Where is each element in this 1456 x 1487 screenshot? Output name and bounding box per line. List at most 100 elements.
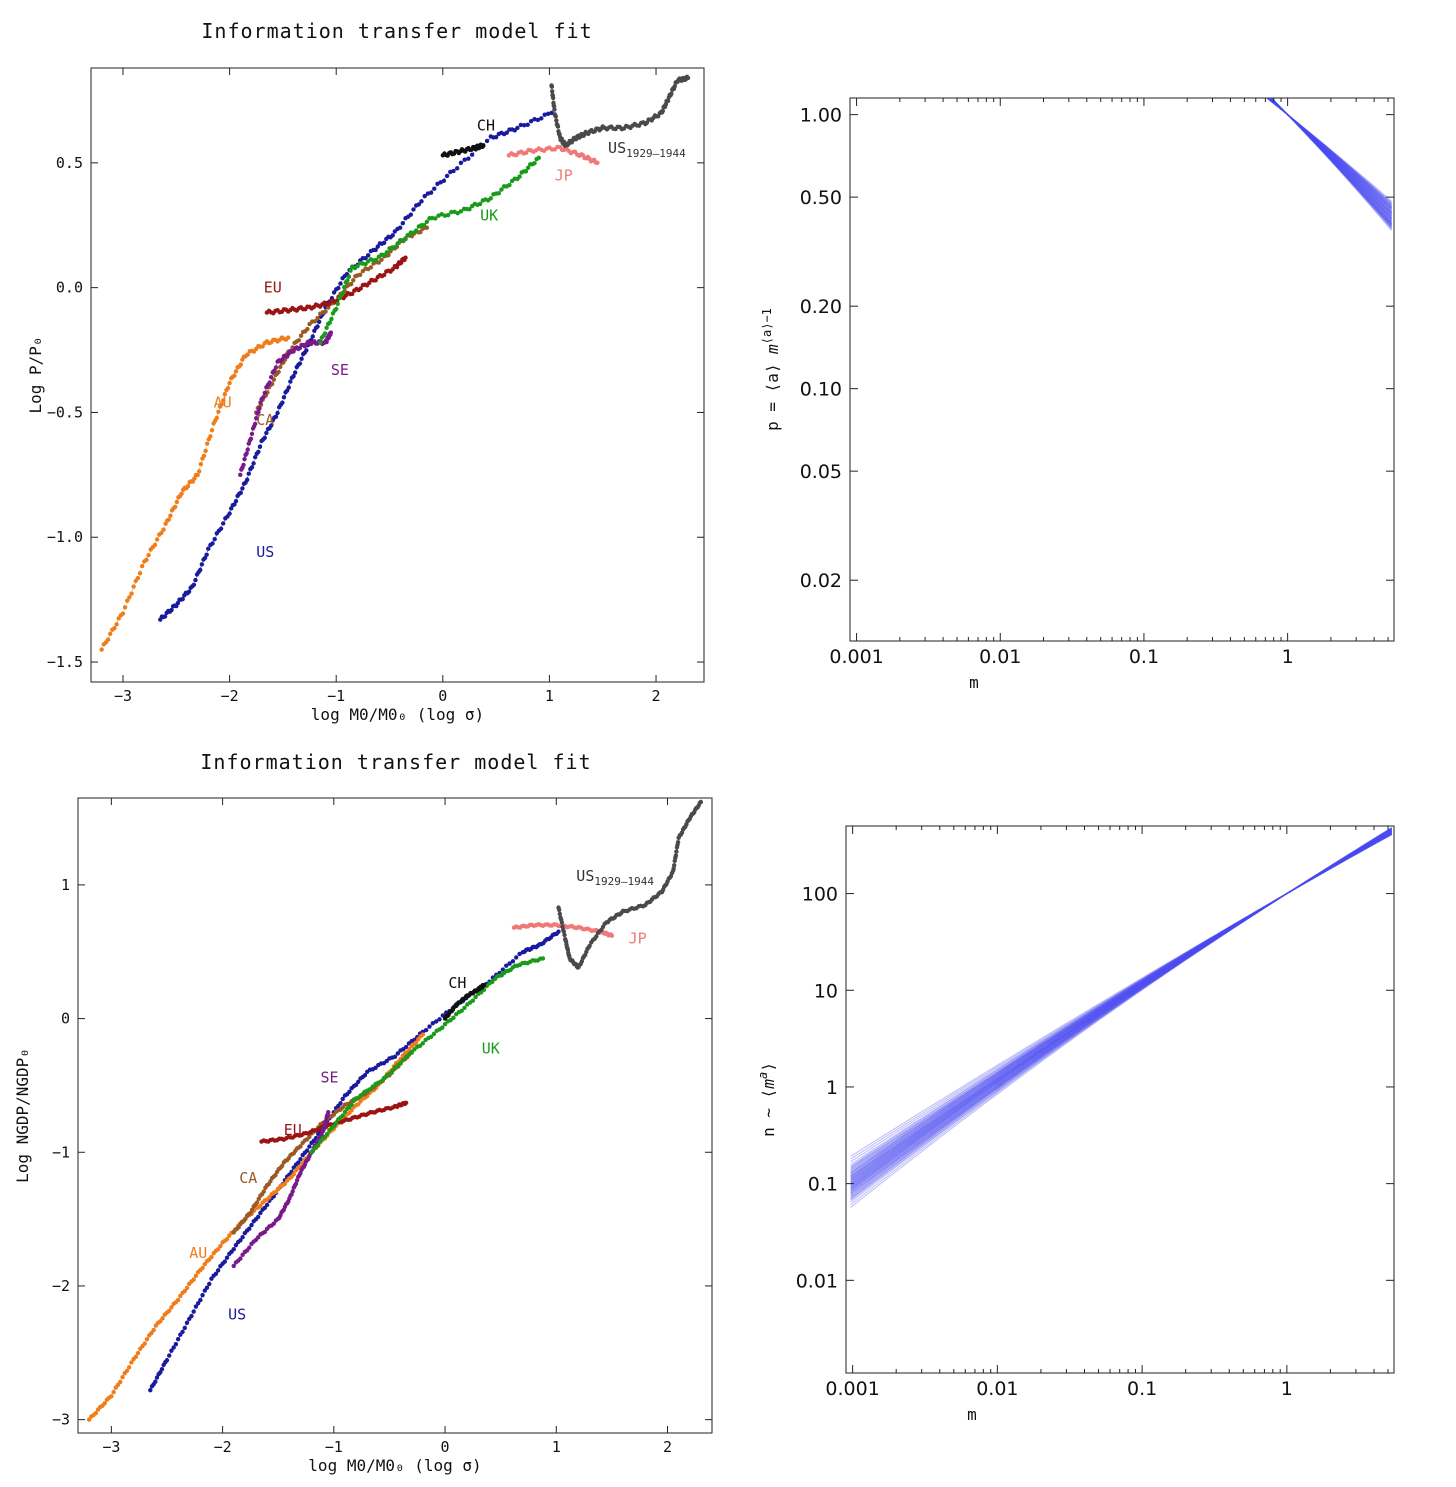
model-curve bbox=[850, 828, 1392, 1193]
model-curve bbox=[1269, 98, 1393, 223]
model-fit-line bbox=[159, 112, 552, 620]
data-point bbox=[556, 907, 562, 913]
data-point bbox=[167, 1353, 172, 1358]
series-jp: JP bbox=[511, 921, 647, 948]
data-point bbox=[280, 400, 285, 405]
data-point bbox=[442, 1021, 448, 1027]
data-point bbox=[381, 240, 387, 246]
model-curve bbox=[1268, 98, 1393, 217]
data-point bbox=[184, 1320, 190, 1325]
data-point bbox=[466, 156, 471, 161]
data-point bbox=[356, 1079, 361, 1085]
data-point bbox=[403, 255, 408, 260]
data-point bbox=[267, 1195, 272, 1200]
model-curve bbox=[850, 828, 1392, 1208]
model-curve bbox=[1270, 98, 1393, 228]
data-point bbox=[299, 356, 304, 361]
model-curve bbox=[850, 828, 1392, 1203]
data-point bbox=[296, 338, 302, 343]
data-point bbox=[254, 1200, 260, 1205]
data-point bbox=[532, 116, 537, 122]
data-point bbox=[392, 1054, 398, 1060]
data-point bbox=[262, 435, 267, 441]
data-point bbox=[674, 849, 679, 854]
data-point bbox=[158, 1319, 163, 1324]
model-curve bbox=[850, 827, 1392, 1199]
data-point bbox=[273, 365, 279, 370]
data-point bbox=[135, 1350, 141, 1356]
data-point bbox=[288, 379, 293, 384]
model-curve bbox=[850, 827, 1392, 1189]
series-label: US bbox=[228, 1305, 246, 1323]
data-point bbox=[455, 210, 460, 216]
model-curve bbox=[850, 828, 1392, 1190]
data-point bbox=[164, 1358, 170, 1363]
x-tick-label: −1 bbox=[325, 1438, 343, 1456]
data-point bbox=[271, 1221, 276, 1226]
data-point bbox=[488, 196, 493, 201]
data-point bbox=[672, 83, 677, 89]
data-point bbox=[279, 1163, 285, 1169]
model-curve bbox=[850, 829, 1392, 1182]
curve-bundle bbox=[850, 827, 1392, 1208]
model-curve bbox=[1267, 98, 1393, 209]
data-point bbox=[193, 1273, 199, 1279]
data-point bbox=[540, 956, 546, 961]
data-point bbox=[252, 454, 258, 460]
data-point bbox=[316, 1142, 321, 1148]
p-curve-panel: 0.001 0.01 0.1 1 0.02 0.05 0.10 0.20 0.50 1.00 m p … bbox=[760, 97, 1395, 692]
series-label: JP bbox=[629, 930, 647, 948]
model-curve bbox=[1268, 98, 1393, 218]
data-point bbox=[222, 391, 227, 397]
data-point bbox=[368, 265, 374, 270]
data-point bbox=[195, 1301, 201, 1306]
data-point bbox=[251, 461, 256, 466]
model-curve bbox=[850, 833, 1392, 1182]
model-curve bbox=[850, 832, 1392, 1168]
y-axis-label: p = ⟨a⟩ m⟨a⟩−1 bbox=[760, 308, 782, 431]
model-curve bbox=[850, 829, 1392, 1180]
data-point bbox=[357, 272, 363, 278]
data-point bbox=[286, 385, 291, 390]
data-point bbox=[257, 406, 262, 411]
model-curve bbox=[850, 833, 1392, 1157]
data-point bbox=[120, 1375, 125, 1380]
model-curve bbox=[1270, 98, 1393, 225]
data-point bbox=[440, 1025, 445, 1030]
data-point bbox=[135, 575, 141, 581]
data-point bbox=[345, 278, 350, 283]
data-point bbox=[419, 199, 424, 204]
model-curve bbox=[1267, 98, 1393, 214]
x-tick-label: −1 bbox=[327, 687, 345, 705]
data-point bbox=[316, 319, 322, 325]
model-curve bbox=[1268, 98, 1393, 217]
data-point bbox=[202, 1262, 207, 1267]
data-point bbox=[218, 526, 224, 531]
data-point bbox=[275, 410, 280, 416]
data-point bbox=[258, 1203, 263, 1208]
data-point bbox=[555, 124, 561, 129]
data-point bbox=[323, 309, 328, 314]
data-point bbox=[315, 316, 320, 321]
x-tick-label: −3 bbox=[114, 687, 132, 705]
data-point bbox=[428, 190, 434, 195]
model-curve bbox=[850, 830, 1392, 1177]
data-point bbox=[193, 1304, 199, 1309]
data-point bbox=[327, 320, 333, 325]
data-point bbox=[159, 1366, 165, 1372]
data-point bbox=[109, 1394, 114, 1399]
series-label: US1929–1944 bbox=[576, 867, 654, 888]
data-point bbox=[400, 220, 406, 226]
data-point bbox=[149, 1330, 154, 1336]
data-point bbox=[373, 278, 378, 283]
data-point bbox=[331, 1124, 337, 1129]
data-point bbox=[294, 1178, 300, 1183]
data-point bbox=[144, 557, 149, 563]
data-point bbox=[219, 402, 224, 407]
model-curve bbox=[850, 828, 1392, 1183]
model-curve bbox=[850, 830, 1392, 1190]
model-curve bbox=[850, 827, 1392, 1194]
data-point bbox=[427, 1024, 432, 1029]
data-point bbox=[346, 274, 352, 279]
